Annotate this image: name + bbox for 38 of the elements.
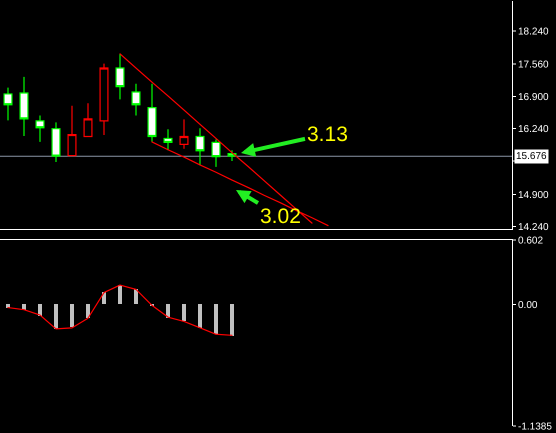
bar (86, 304, 90, 318)
y-tick-label: -1.1385 (518, 422, 552, 432)
candlestick (179, 118, 189, 150)
y-tick-label: 16.900 (518, 92, 550, 103)
y-tick-label: 14.900 (518, 190, 550, 201)
bar (134, 289, 138, 304)
bar (118, 285, 122, 304)
candlestick (115, 53, 125, 100)
y-tick-label: 16.240 (518, 124, 550, 136)
bar (214, 304, 218, 334)
candlestick (19, 76, 29, 137)
bar (54, 304, 58, 329)
candlestick (67, 105, 77, 157)
bar (182, 304, 186, 321)
y-tick-label: 18.240 (518, 26, 550, 38)
annotation: 3.02 (260, 205, 301, 228)
line-series (7, 284, 233, 336)
bar (198, 304, 202, 328)
candlestick (147, 83, 157, 143)
candlestick (195, 128, 205, 166)
candlestick (163, 128, 173, 151)
candlestick (83, 102, 93, 138)
annotation: 3.13 (307, 123, 348, 146)
candlestick (131, 83, 141, 116)
y-tick-label: 0.602 (518, 236, 544, 246)
candlestick (51, 122, 61, 163)
candlestick (3, 87, 13, 121)
bar (166, 304, 170, 318)
candlestick (99, 63, 109, 136)
bar (230, 304, 234, 336)
candlestick (35, 114, 45, 143)
y-tick-label: 0.00 (518, 300, 538, 311)
ref-line-label: 15.676 (516, 151, 548, 162)
bar (38, 304, 42, 316)
y-tick-label: 14.240 (518, 222, 550, 234)
candlestick (211, 138, 221, 168)
bar (70, 304, 74, 327)
y-tick-label: 17.560 (518, 60, 550, 71)
